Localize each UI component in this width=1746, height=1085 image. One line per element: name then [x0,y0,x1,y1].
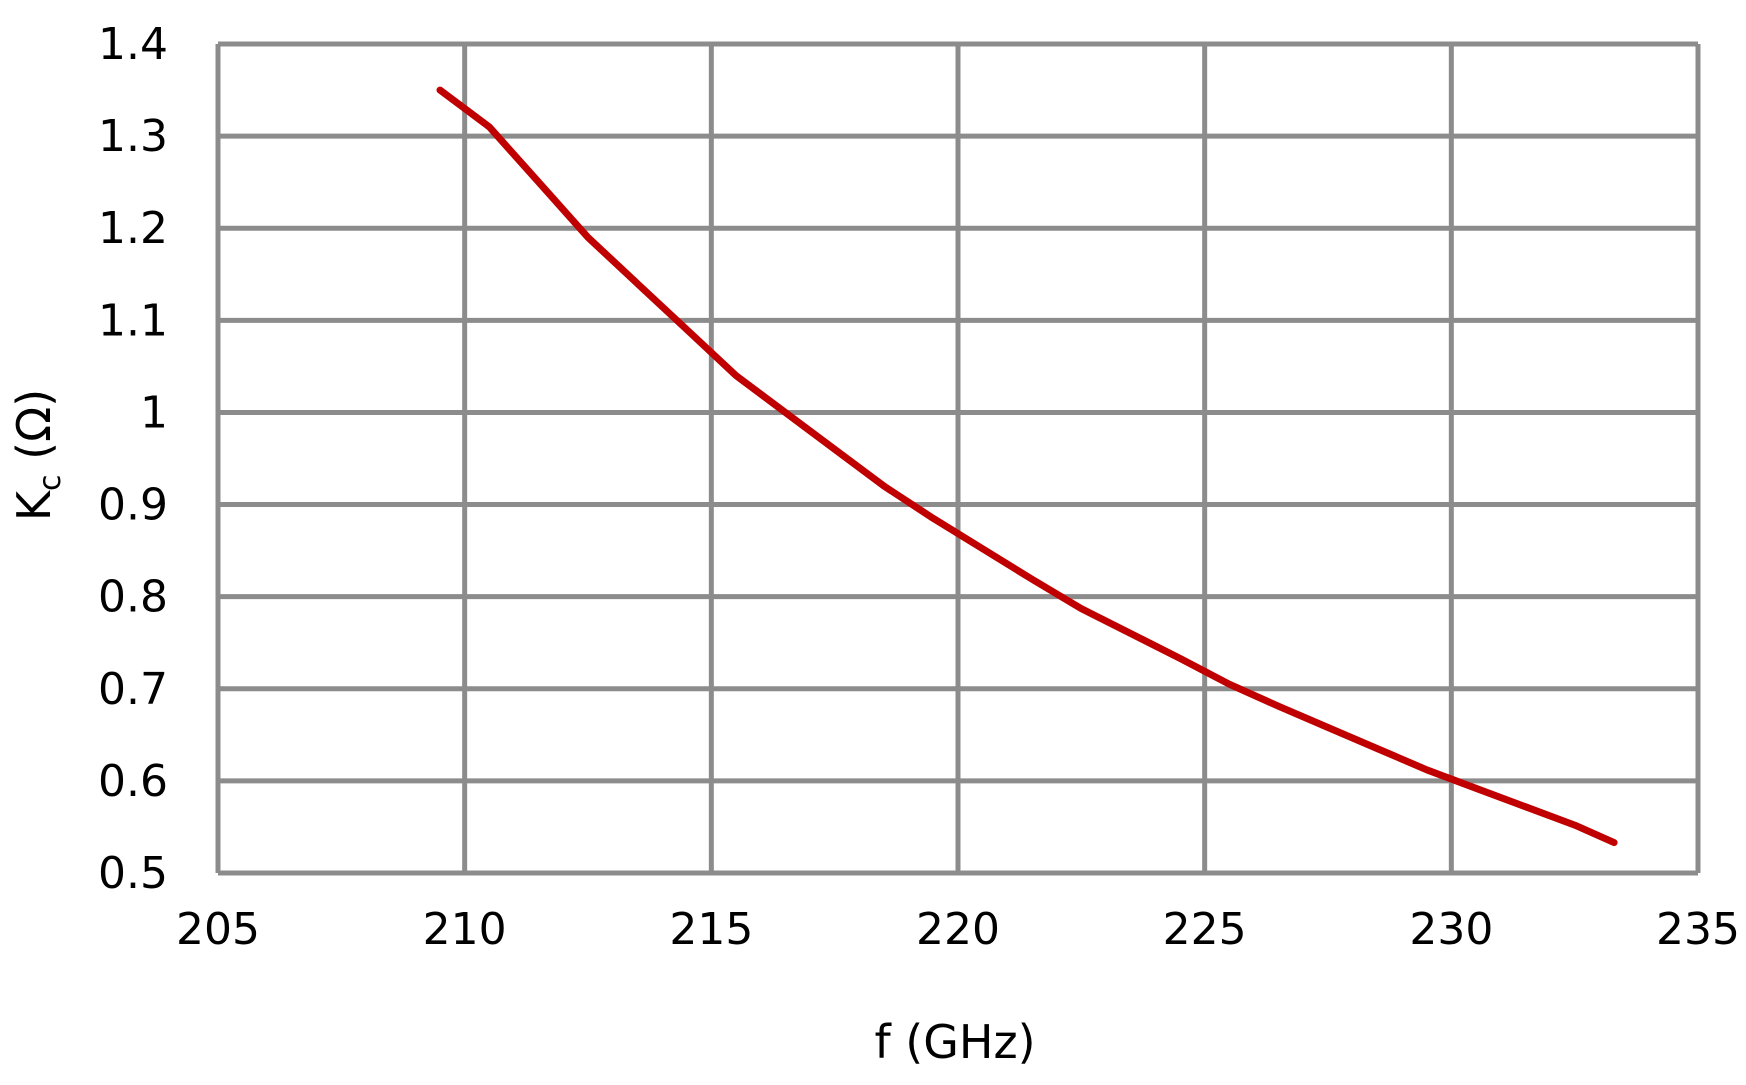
y-axis-title-unit: (Ω) [7,389,61,475]
data-point [1571,822,1578,829]
x-tick-label: 210 [423,904,507,955]
data-point [782,409,789,416]
series-layer [436,86,1618,847]
x-axis-title: f (GHz) [874,1015,1035,1069]
data-point [881,483,888,490]
y-tick-label: 1 [140,387,168,438]
y-tick-label: 1.4 [98,19,168,70]
y-axis-title: Kc (Ω) [7,389,68,521]
grid-layer [215,41,1701,876]
data-point [1275,703,1282,710]
x-tick-label: 215 [669,904,753,955]
data-point [437,87,444,94]
x-tick-label: 235 [1656,904,1740,955]
y-axis-title-main: K [7,489,61,521]
y-tick-label: 0.9 [98,480,168,531]
y-tick-label: 1.3 [98,111,168,162]
data-point [535,179,542,186]
data-point [585,234,592,241]
data-point [1226,681,1233,688]
data-point [486,123,493,130]
data-point [1127,630,1134,637]
data-point [831,446,838,453]
y-tick-label: 0.8 [98,572,168,623]
data-point [979,545,986,552]
data-point [1473,785,1480,792]
data-point [930,515,937,522]
data-point [1325,724,1332,731]
x-tick-label: 230 [1409,904,1493,955]
y-tick-label: 0.6 [98,756,168,807]
y-tick-label: 1.1 [98,295,168,346]
x-tick-label: 220 [916,904,1000,955]
data-point [1522,803,1529,810]
data-point [1029,576,1036,583]
data-point [683,326,690,333]
data-point [634,280,641,287]
y-tick-label: 1.2 [98,203,168,254]
x-tick-label: 225 [1163,904,1247,955]
data-point [1177,655,1184,662]
data-point [1374,745,1381,752]
data-point [1423,766,1430,773]
y-tick-label: 0.7 [98,664,168,715]
y-tick-labels: 0.5 0.6 0.7 0.8 0.9 1 1.1 1.2 1.3 1.4 [98,19,168,899]
data-point [1611,839,1618,846]
series-line [436,86,1618,847]
data-point [733,372,740,379]
data-point [1078,605,1085,612]
x-tick-labels: 205 210 215 220 225 230 235 [176,904,1740,955]
y-axis-title-subscript: c [33,475,68,492]
y-tick-label: 0.5 [98,848,168,899]
x-tick-label: 205 [176,904,260,955]
